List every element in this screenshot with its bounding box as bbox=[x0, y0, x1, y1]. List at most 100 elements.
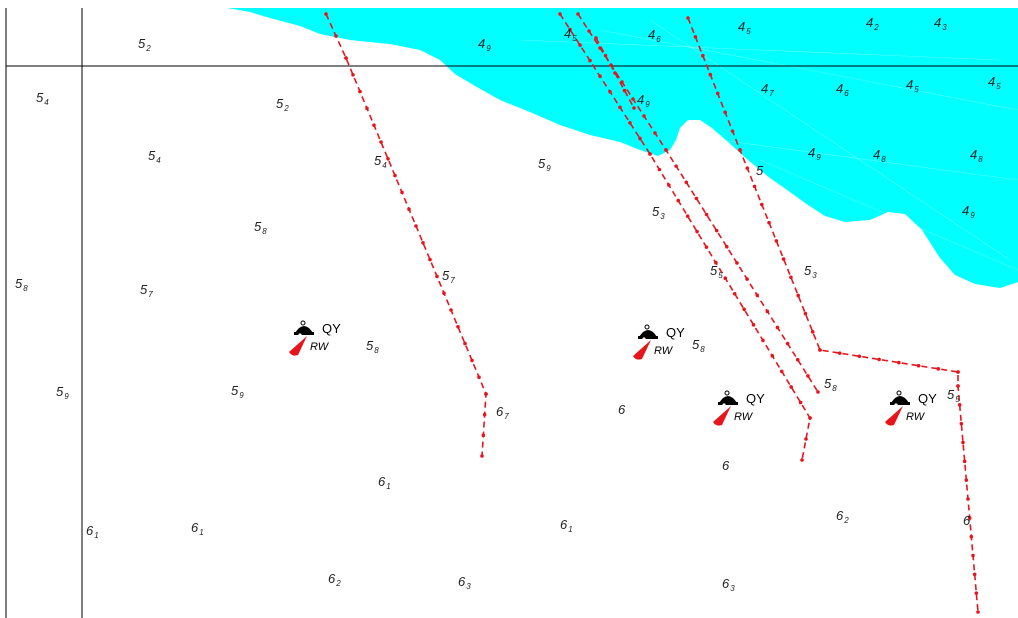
depth-sounding-decimal: 8 bbox=[832, 384, 837, 393]
route-waypoint bbox=[745, 277, 749, 281]
route-waypoint bbox=[568, 27, 572, 32]
route-waypoint bbox=[449, 308, 453, 312]
route-waypoint bbox=[558, 12, 562, 16]
depth-sounding-value: 6 bbox=[722, 576, 730, 591]
route-waypoint bbox=[365, 106, 369, 111]
depth-sounding-value: 5 bbox=[538, 156, 546, 171]
depth-sounding: 45 bbox=[564, 26, 577, 43]
route-waypoint bbox=[386, 157, 390, 161]
buoy-flare-icon bbox=[885, 406, 903, 426]
route-waypoint bbox=[664, 148, 668, 152]
depth-sounding: 62 bbox=[836, 508, 849, 525]
depth-sounding-value: 6 bbox=[722, 458, 730, 473]
route-waypoint bbox=[959, 421, 964, 426]
depth-sounding-decimal: 1 bbox=[568, 525, 572, 534]
depth-sounding-value: 6 bbox=[328, 571, 336, 586]
route-waypoint bbox=[631, 97, 635, 101]
route-waypoint bbox=[818, 348, 822, 352]
route-waypoint bbox=[463, 341, 467, 346]
wreck-marker[interactable]: QY RW bbox=[885, 390, 937, 426]
route-track bbox=[325, 13, 487, 457]
route-waypoint bbox=[622, 88, 627, 93]
route-waypoint bbox=[961, 440, 965, 445]
depth-sounding-decimal: 8 bbox=[881, 155, 886, 164]
depth-sounding-value: 5 bbox=[442, 268, 450, 283]
route-waypoint bbox=[785, 341, 790, 346]
depth-sounding: 45 bbox=[738, 19, 751, 36]
route-waypoint bbox=[723, 110, 727, 115]
route-waypoint bbox=[730, 129, 735, 133]
wreck-marker[interactable]: QY RW bbox=[289, 320, 341, 356]
depth-sounding-value: 5 bbox=[231, 383, 239, 398]
depth-sounding-decimal: 3 bbox=[730, 584, 735, 593]
route-waypoint bbox=[393, 173, 397, 178]
depth-sounding-decimal: 9 bbox=[546, 164, 551, 173]
depth-sounding-decimal: 1 bbox=[199, 528, 203, 537]
depth-sounding-value: 5 bbox=[804, 263, 812, 278]
depth-sounding-decimal: 2 bbox=[283, 104, 289, 113]
depth-sounding-value: 5 bbox=[254, 219, 262, 234]
depth-sounding-decimal: 5 bbox=[914, 85, 919, 94]
route-waypoint bbox=[684, 180, 689, 185]
depth-sounding-decimal: 3 bbox=[660, 212, 665, 221]
depth-sounding-value: 4 bbox=[970, 147, 977, 162]
depth-sounding-value: 5 bbox=[138, 36, 146, 51]
buoy-label: RW bbox=[734, 411, 754, 423]
wreck-label: QY bbox=[666, 325, 685, 340]
depth-sounding-decimal: 9 bbox=[239, 391, 244, 400]
depth-sounding: 58 bbox=[824, 376, 837, 393]
depth-sounding-value: 4 bbox=[738, 19, 745, 34]
depth-sounding-decimal: 8 bbox=[374, 346, 379, 355]
depth-sounding: 58 bbox=[254, 219, 267, 236]
route-waypoint bbox=[775, 325, 780, 330]
route-waypoint bbox=[956, 384, 960, 388]
route-waypoint bbox=[745, 166, 750, 170]
depth-sounding-value: 5 bbox=[824, 376, 832, 391]
route-waypoint bbox=[972, 572, 977, 577]
route-waypoint bbox=[588, 58, 592, 63]
route-waypoint bbox=[974, 591, 979, 595]
route-lines bbox=[324, 12, 980, 614]
wreck-marker[interactable]: QY RW bbox=[633, 324, 685, 360]
wreck-icon bbox=[638, 324, 658, 341]
depth-sounding: 61 bbox=[191, 520, 204, 537]
route-waypoint bbox=[804, 437, 808, 441]
depth-sounding-decimal: 5 bbox=[955, 395, 960, 404]
depth-sounding-value: 5 bbox=[652, 204, 660, 219]
wrecks-layer: QY RW QY RW QY RW QY RW bbox=[289, 320, 937, 426]
route-waypoint bbox=[966, 497, 970, 501]
depth-sounding-value: 5 bbox=[36, 90, 44, 105]
depth-sounding: 59 bbox=[231, 383, 244, 400]
depth-sounding: 67 bbox=[496, 404, 509, 421]
depth-sounding-decimal: 9 bbox=[486, 44, 491, 53]
depth-sounding: 61 bbox=[86, 523, 99, 540]
depth-sounding-value: 5 bbox=[374, 153, 382, 168]
depth-sounding-value: 6 bbox=[618, 402, 626, 417]
depth-sounding: 61 bbox=[378, 474, 391, 491]
depth-sounding: 46 bbox=[648, 27, 661, 44]
route-track bbox=[595, 37, 635, 109]
depth-sounding-value: 5 bbox=[56, 384, 64, 399]
buoy-label: RW bbox=[310, 341, 330, 353]
depth-sounding: 57 bbox=[442, 268, 455, 285]
route-waypoint bbox=[618, 105, 622, 110]
route-waypoint bbox=[576, 12, 580, 16]
route-waypoint bbox=[414, 224, 418, 228]
wreck-marker[interactable]: QY RW bbox=[713, 390, 765, 426]
buoy-label: RW bbox=[654, 345, 674, 357]
depth-sounding-value: 5 bbox=[692, 337, 700, 352]
route-waypoint bbox=[806, 374, 810, 378]
route-waypoint bbox=[808, 416, 812, 420]
depth-sounding-decimal: 2 bbox=[873, 23, 879, 32]
depth-sounding: 59 bbox=[56, 384, 69, 401]
route-waypoint bbox=[976, 610, 980, 614]
depth-sounding: 63 bbox=[458, 574, 471, 591]
depth-sounding: 54 bbox=[374, 153, 387, 170]
depth-sounding-value: 4 bbox=[988, 74, 995, 89]
route-waypoint bbox=[701, 53, 705, 58]
route-waypoint bbox=[477, 375, 481, 380]
depth-sounding-value: 5 bbox=[15, 276, 23, 291]
depth-sounding-decimal: 5 bbox=[572, 34, 577, 43]
depth-sounding: 45 bbox=[906, 77, 919, 94]
route-waypoint bbox=[628, 121, 632, 125]
